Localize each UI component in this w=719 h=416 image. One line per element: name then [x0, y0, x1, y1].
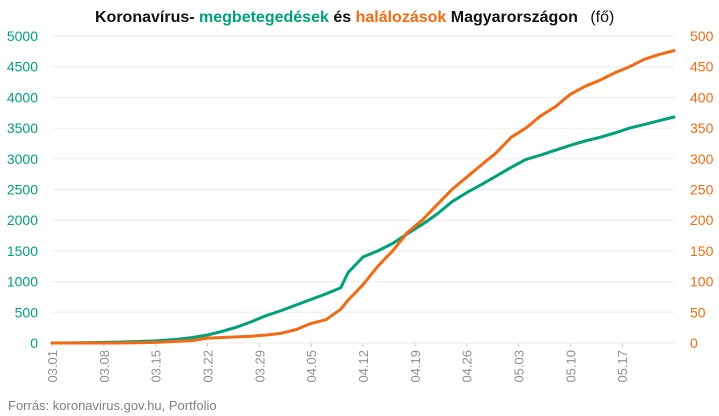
x-tick-label: 03.22: [201, 350, 216, 383]
x-tick-label: 05.10: [563, 350, 578, 383]
right-tick-label: 0: [690, 335, 698, 351]
left-tick-label: 3000: [7, 151, 38, 167]
left-tick-label: 4000: [7, 89, 38, 105]
right-tick-label: 150: [690, 243, 714, 259]
right-tick-label: 250: [690, 182, 714, 198]
left-tick-label: 2500: [7, 182, 38, 198]
right-tick-label: 300: [690, 151, 714, 167]
title-part: Magyarországon: [451, 9, 578, 26]
x-tick-label: 04.05: [304, 350, 319, 383]
left-tick-label: 5000: [7, 28, 38, 44]
x-tick-label: 04.19: [408, 350, 423, 383]
x-axis: 03.01 03.08 03.15 03.22 03.29 04.05 04.12 04.19…: [45, 343, 630, 383]
left-tick-label: 500: [15, 304, 39, 320]
right-tick-label: 200: [690, 212, 714, 228]
series-line-deaths: [50, 49, 676, 345]
right-axis: 0 50 100 150 200 250 300 350 400 450 500: [690, 28, 714, 351]
plot-area: [50, 49, 676, 345]
x-tick-label: 03.15: [149, 350, 164, 383]
source-note: Forrás: koronavirus.gov.hu, Portfolio: [8, 398, 217, 413]
title-part: Koronavírus-: [95, 9, 195, 26]
right-tick-label: 500: [690, 28, 714, 44]
left-tick-label: 3500: [7, 120, 38, 136]
x-tick-label: 05.17: [615, 350, 630, 383]
left-tick-label: 2000: [7, 212, 38, 228]
x-tick-label: 03.29: [252, 350, 267, 383]
x-tick-label: 04.26: [460, 350, 475, 383]
left-tick-label: 1500: [7, 243, 38, 259]
x-tick-label: 04.12: [356, 350, 371, 383]
right-tick-label: 50: [690, 304, 706, 320]
x-tick-label: 03.01: [45, 350, 60, 383]
title-part: és: [333, 9, 355, 26]
title-unit: (fő): [590, 9, 614, 26]
left-tick-label: 0: [30, 335, 38, 351]
grid: [52, 35, 674, 344]
x-tick-label: 03.08: [97, 350, 112, 383]
left-tick-label: 1000: [7, 274, 38, 290]
right-tick-label: 400: [690, 89, 714, 105]
right-tick-label: 450: [690, 59, 714, 75]
series-line-cases: [50, 115, 676, 345]
title-part-deaths: halálozások: [356, 9, 447, 26]
right-tick-label: 350: [690, 120, 714, 136]
x-tick-label: 05.03: [512, 350, 527, 383]
right-tick-label: 100: [690, 274, 714, 290]
left-tick-label: 4500: [7, 59, 38, 75]
title-part-cases: megbetegedések: [199, 9, 329, 26]
chart-title: Koronavírus- megbetegedések és halálozás…: [95, 9, 614, 26]
left-axis: 0 500 1000 1500 2000 2500 3000 3500 4000 4500 5000: [7, 28, 38, 351]
